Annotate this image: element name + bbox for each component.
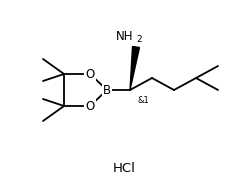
Text: 2: 2: [136, 35, 142, 44]
Text: O: O: [85, 100, 95, 112]
Text: HCl: HCl: [113, 162, 135, 174]
Text: &1: &1: [137, 96, 149, 105]
Polygon shape: [130, 47, 139, 90]
Text: B: B: [103, 83, 111, 97]
Text: O: O: [85, 67, 95, 81]
Text: NH: NH: [116, 30, 133, 43]
